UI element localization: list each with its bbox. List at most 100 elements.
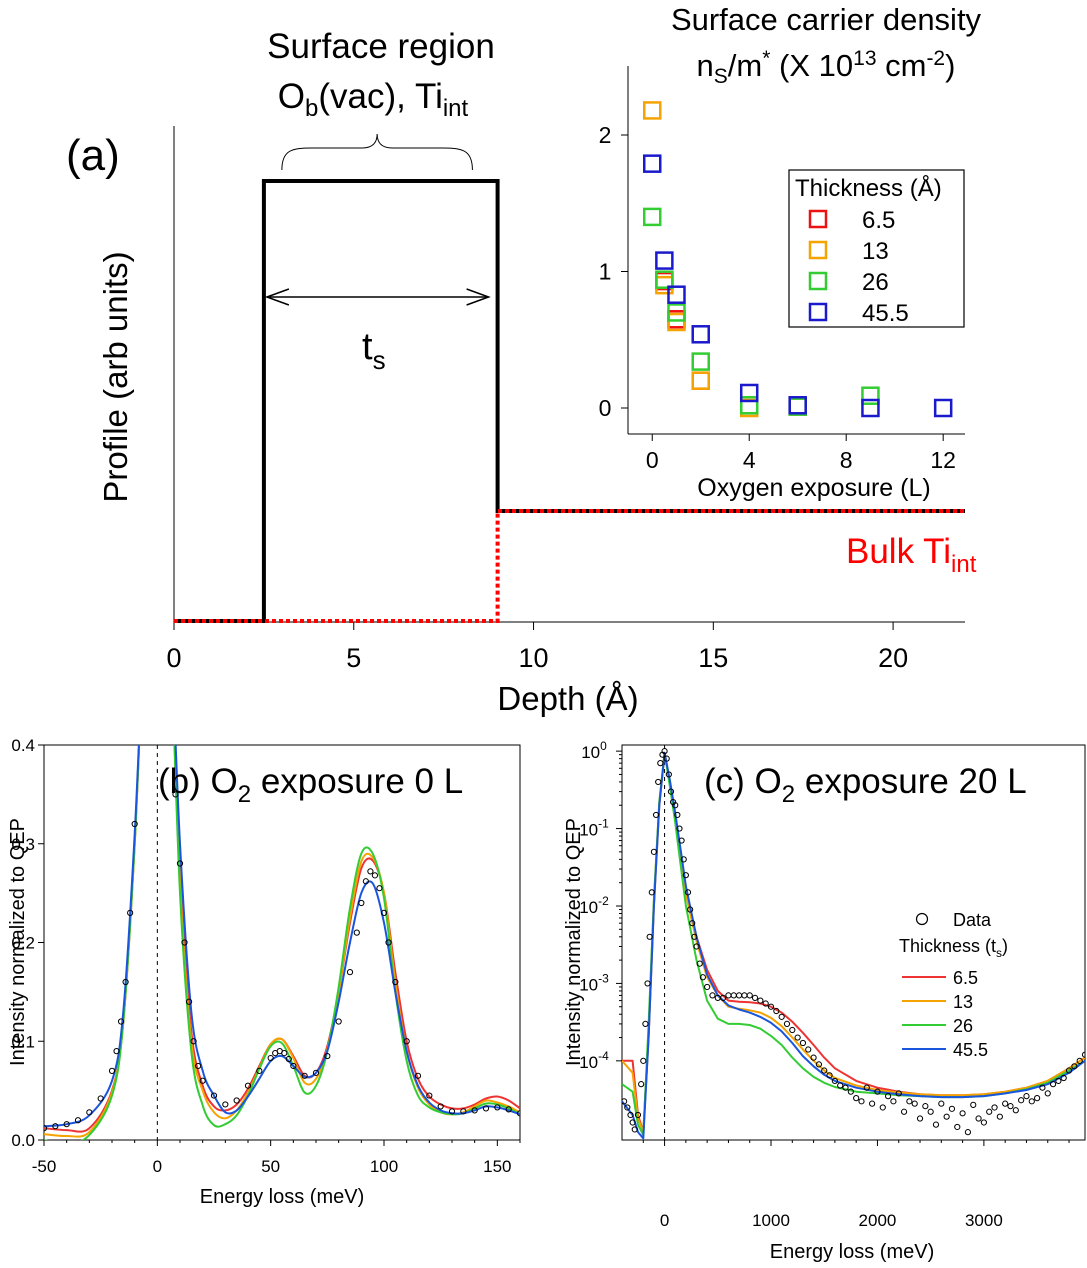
panel-b-data-point (52, 1123, 59, 1130)
panel-c-series-6.5 (622, 751, 1085, 1134)
bulk-ti-label-main: Bulk Ti (846, 532, 951, 571)
panel-b-data-point (146, 545, 151, 550)
panel-b-data-point (176, 860, 184, 867)
inset-point-45.5 (667, 285, 686, 304)
panel-c-data-point (837, 1082, 844, 1089)
inset-title-rest2: cm (877, 48, 927, 83)
panel-c-data-point (735, 992, 743, 999)
surface-region-title: Surface region (267, 27, 495, 66)
panel-c-y-tick-label: 100 (581, 739, 607, 762)
panel-b-data-point (380, 909, 388, 916)
panel-c-data-point (648, 889, 655, 896)
panel-c-data-point (693, 943, 700, 950)
panel-c-data-point (927, 1108, 934, 1115)
panel-b-data-point (195, 1062, 202, 1070)
inset-legend-swatch-13 (808, 240, 828, 260)
panel-c-data-point (970, 1101, 977, 1108)
panel-c-data-point (655, 778, 662, 786)
panel-b-data-point (86, 1109, 93, 1116)
panel-c-data-point (696, 960, 703, 967)
inset-legend-label-13: 13 (862, 238, 889, 265)
panel-a-y-axis-title: Profile (arb units) (97, 251, 134, 502)
panel-b-data-point (346, 969, 354, 976)
panel-b-data-point (244, 1082, 252, 1089)
panel-b-data-point (127, 909, 134, 916)
panel-c-data-point (778, 1013, 785, 1020)
panel-c-data-point (773, 1007, 780, 1015)
panel-c-data-point (943, 1113, 950, 1120)
panel-c-data-point (991, 1104, 998, 1111)
panel-c-data-point (684, 889, 692, 896)
panel-b-data-point (285, 1055, 292, 1063)
panel-c-data-point (853, 1095, 860, 1102)
inset-title-close: ) (945, 48, 955, 83)
panel-b-data-point (335, 1018, 342, 1025)
inset-point-26 (691, 352, 710, 371)
inset-x-tick-label: 12 (930, 447, 956, 473)
panel-b-y-axis-title: Intensity normalized to QEP (7, 818, 29, 1066)
inset-point-45.5 (933, 398, 953, 418)
panel-c-data-point (730, 992, 737, 999)
panel-c-plot (622, 745, 1085, 1140)
panel-b-x-tick-label: 150 (483, 1157, 511, 1176)
panel-c-data-point (627, 1111, 634, 1119)
panel-b-data-point (448, 1108, 456, 1115)
ts-label-sub: s (373, 345, 386, 375)
panel-c-data-point (687, 906, 694, 913)
panel-c-data-point (680, 856, 687, 863)
legend-thickness-title-main: Thickness (t (899, 936, 996, 956)
panel-c-data-point (676, 825, 683, 832)
panel-c-data-point (672, 802, 679, 809)
panel-c-data-point (826, 1072, 833, 1079)
panel-b-title-sub: 2 (238, 781, 251, 808)
panel-c-data-point (1023, 1093, 1030, 1100)
panel-c-data-point (629, 1119, 636, 1126)
legend-data-marker (915, 912, 929, 926)
panel-b-data-point (301, 1072, 308, 1079)
panel-b-data-point (117, 1018, 125, 1025)
inset-x-tick-label: 4 (743, 447, 756, 473)
panel-c-data-point (863, 1084, 870, 1091)
panel-c-data-point (1039, 1084, 1046, 1091)
panel-b-data-point (414, 1072, 422, 1079)
panel-b-data-point (362, 878, 369, 885)
panel-c-data-point (1060, 1074, 1067, 1082)
panel-c-data-point (874, 1088, 881, 1095)
panel-b-ticks: -50 0 50 100 150 0.0 0.1 0.2 0.3 0.4 (11, 736, 521, 1176)
panel-c-y-tick-base: 10 (579, 1053, 598, 1072)
panel-c-y-tick-exponent: 0 (600, 739, 607, 753)
ts-arrow-left-head (264, 288, 290, 306)
panel-c-y-tick-label: 10-4 (579, 1049, 609, 1072)
panel-b-data-point (371, 872, 379, 879)
inset-legend-label-26: 26 (862, 269, 889, 296)
panel-b-series-13 (44, 745, 520, 1138)
panel-c-data-point (815, 1061, 823, 1068)
panel-a-label: (a) (66, 131, 120, 180)
panel-c-data-point (663, 755, 670, 762)
panel-c-y-tick-base: 10 (581, 743, 600, 762)
panel-c-data-point (938, 1100, 945, 1107)
panel-c-data-point (869, 1100, 876, 1107)
panel-c-x-tick-label: 2000 (859, 1211, 897, 1230)
panel-c-title-post: exposure 20 L (795, 762, 1027, 801)
panel-b-data-point (324, 1052, 331, 1060)
legend-thickness-title: Thickness (ts) (899, 936, 1008, 960)
panel-c-data-point (980, 1119, 987, 1126)
panel-c-data-point (789, 1026, 796, 1034)
panel-b-data-point (471, 1107, 478, 1114)
inset-point-45.5 (739, 383, 759, 403)
panel-b-data-point (505, 1106, 512, 1113)
panel-b-data-point (403, 1038, 410, 1045)
panel-b-data-point (74, 1117, 82, 1124)
panel-c-data-point (642, 1020, 649, 1028)
inset-title-m-sup: * (762, 47, 770, 70)
inset-point-26 (642, 207, 662, 227)
panel-b-data-point (172, 791, 179, 798)
panel-c-y-tick-label: 10-2 (579, 894, 609, 917)
inset-y-tick-label: 1 (599, 259, 612, 285)
panel-c-data-point (1002, 1100, 1009, 1107)
panel-c-data-point (1028, 1098, 1035, 1105)
panel-b-data-point (233, 1097, 240, 1104)
